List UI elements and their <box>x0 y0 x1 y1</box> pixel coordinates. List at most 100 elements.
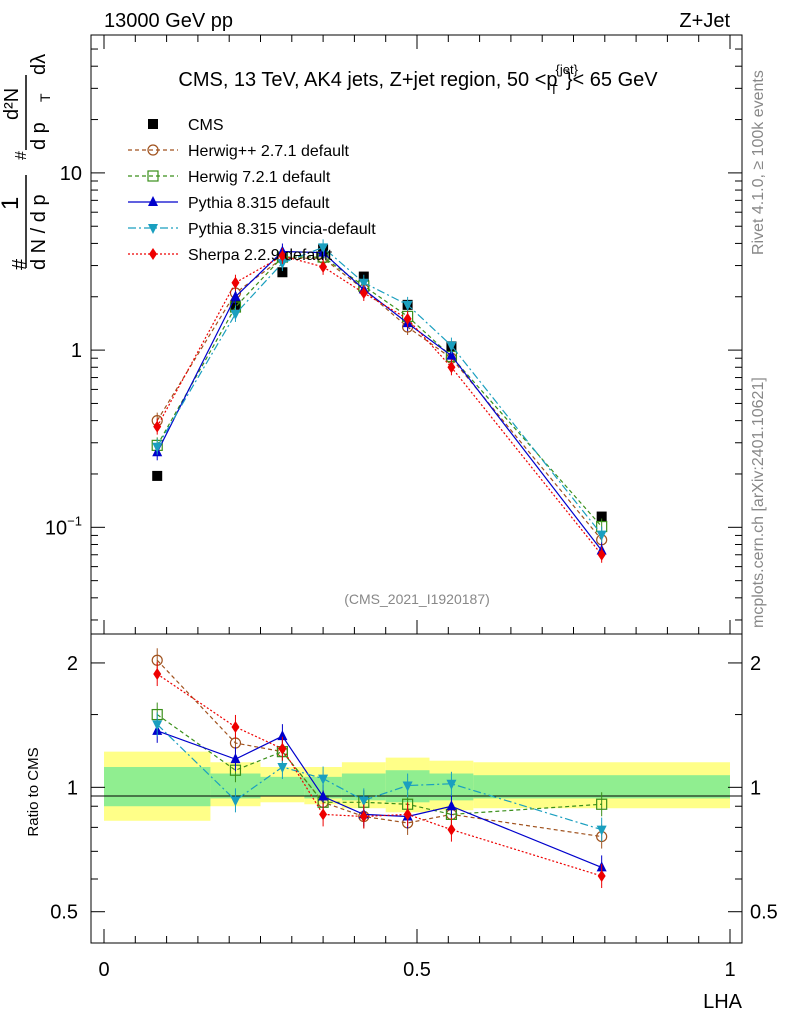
energy-label: 13000 GeV pp <box>104 10 233 32</box>
ratio-point <box>319 808 328 821</box>
legend-entry-0: CMS <box>148 117 224 134</box>
y-tick-label-main: 10−1 <box>45 513 82 539</box>
legend-entry-2: Herwig 7.2.1 default <box>128 169 331 186</box>
main-plot-panel: CMS, 13 TeV, AK4 jets, Z+jet region, 50 … <box>90 34 743 635</box>
data-point <box>319 260 328 273</box>
ylabel-frac2-den: d p <box>28 122 50 150</box>
data-point <box>231 276 240 289</box>
ratio-point <box>153 668 162 681</box>
data-point <box>230 290 241 301</box>
legend-label: Herwig++ 2.7.1 default <box>188 143 350 160</box>
title-main: CMS, 13 TeV, AK4 jets, Z+jet region, 50 … <box>178 69 557 91</box>
series-line-5 <box>156 255 603 556</box>
ylabel-hash-2: # <box>13 151 30 160</box>
ratio-uncertainty-bands <box>104 751 730 821</box>
ratio-point <box>359 810 368 823</box>
y-tick-label-ratio-right: 1 <box>750 777 761 799</box>
title-sub: T <box>550 82 558 97</box>
process-label: Z+Jet <box>679 10 730 32</box>
ratio-series-4 <box>152 712 607 842</box>
y-tick-label-main: 10 <box>60 163 82 185</box>
ratio-point <box>152 720 163 731</box>
data-point <box>358 278 369 289</box>
ratio-point <box>230 796 241 807</box>
data-point <box>230 309 241 320</box>
data-point <box>277 259 288 270</box>
ratio-point <box>230 753 241 764</box>
y-tick-label-ratio-right: 2 <box>750 653 761 675</box>
inner-band-bin <box>260 776 305 797</box>
plot-title: CMS, 13 TeV, AK4 jets, Z+jet region, 50 … <box>178 62 658 97</box>
data-point <box>153 420 162 433</box>
ylabel-tail: dλ <box>28 54 50 75</box>
y-tick-label-ratio-left: 0.5 <box>50 902 78 924</box>
legend-entry-3: Pythia 8.315 default <box>128 195 330 212</box>
ratio-point <box>597 870 606 883</box>
inner-band-bin <box>473 775 730 799</box>
series-line-2 <box>156 256 603 527</box>
series-5 <box>153 247 606 563</box>
legend-marker <box>147 170 159 182</box>
ratio-point <box>277 730 288 741</box>
data-point <box>359 287 368 300</box>
series-0 <box>152 244 607 522</box>
data-point <box>403 312 412 325</box>
main-y-axis-label: # 1 d N / d p # d²N d p T dλ <box>0 54 53 270</box>
series-4 <box>152 239 607 543</box>
series-1 <box>151 250 608 548</box>
ylabel-frac1-num: 1 <box>0 197 24 210</box>
ratio-line <box>156 723 602 831</box>
data-point <box>278 249 287 262</box>
series-line-3 <box>156 250 603 551</box>
data-point <box>447 361 456 374</box>
data-point <box>597 548 606 561</box>
ratio-point <box>318 790 329 801</box>
ratio-point <box>358 796 369 807</box>
ratio-plot-panel: Ratio to CMS <box>25 633 743 944</box>
series-line-4 <box>156 246 603 535</box>
ratio-point <box>231 720 240 733</box>
ratio-line <box>156 659 602 838</box>
ratio-point <box>596 798 608 810</box>
series-line-1 <box>156 257 603 541</box>
legend-entry-1: Herwig++ 2.7.1 default <box>128 143 350 160</box>
ratio-point <box>318 774 329 785</box>
legend-label: Pythia 8.315 vincia-default <box>188 221 376 238</box>
data-point <box>596 530 607 541</box>
inner-band-bin <box>104 766 211 807</box>
ylabel-sub: T <box>37 93 53 102</box>
legend-marker <box>148 196 158 206</box>
ratio-point <box>446 779 457 790</box>
legend-marker <box>149 248 157 260</box>
y-tick-label-main: 1 <box>71 340 82 362</box>
ylabel-frac1-den: d N / d p <box>28 194 50 270</box>
data-point <box>152 442 163 453</box>
ratio-series-5 <box>153 662 606 889</box>
data-point <box>446 349 457 360</box>
ratio-line <box>157 730 602 868</box>
x-tick-label: 1 <box>724 959 735 981</box>
ratio-point <box>447 823 456 836</box>
data-point <box>318 243 329 254</box>
ratio-point <box>403 808 412 821</box>
x-tick-label: 0 <box>98 959 109 981</box>
ratio-point <box>446 800 457 811</box>
ratio-point <box>596 825 607 836</box>
legend-label: Herwig 7.2.1 default <box>188 169 331 186</box>
ratio-line <box>156 714 602 815</box>
data-point <box>446 341 457 352</box>
data-point <box>277 267 288 278</box>
legend: CMS Herwig++ 2.7.1 default Herwig 7.2.1 de… <box>128 117 376 264</box>
ratio-point <box>277 762 288 773</box>
title-tail: }< 65 GeV <box>566 69 658 91</box>
data-point <box>152 470 163 481</box>
ratio-plot-content <box>151 648 608 889</box>
y-tick-label-ratio-left: 1 <box>67 777 78 799</box>
series-2 <box>151 249 608 535</box>
analysis-id-label: (CMS_2021_I1920187) <box>344 591 490 607</box>
ratio-series-1 <box>151 648 608 849</box>
title-sup: {jet} <box>556 62 579 77</box>
ylabel-frac2-num: d²N <box>1 88 23 120</box>
